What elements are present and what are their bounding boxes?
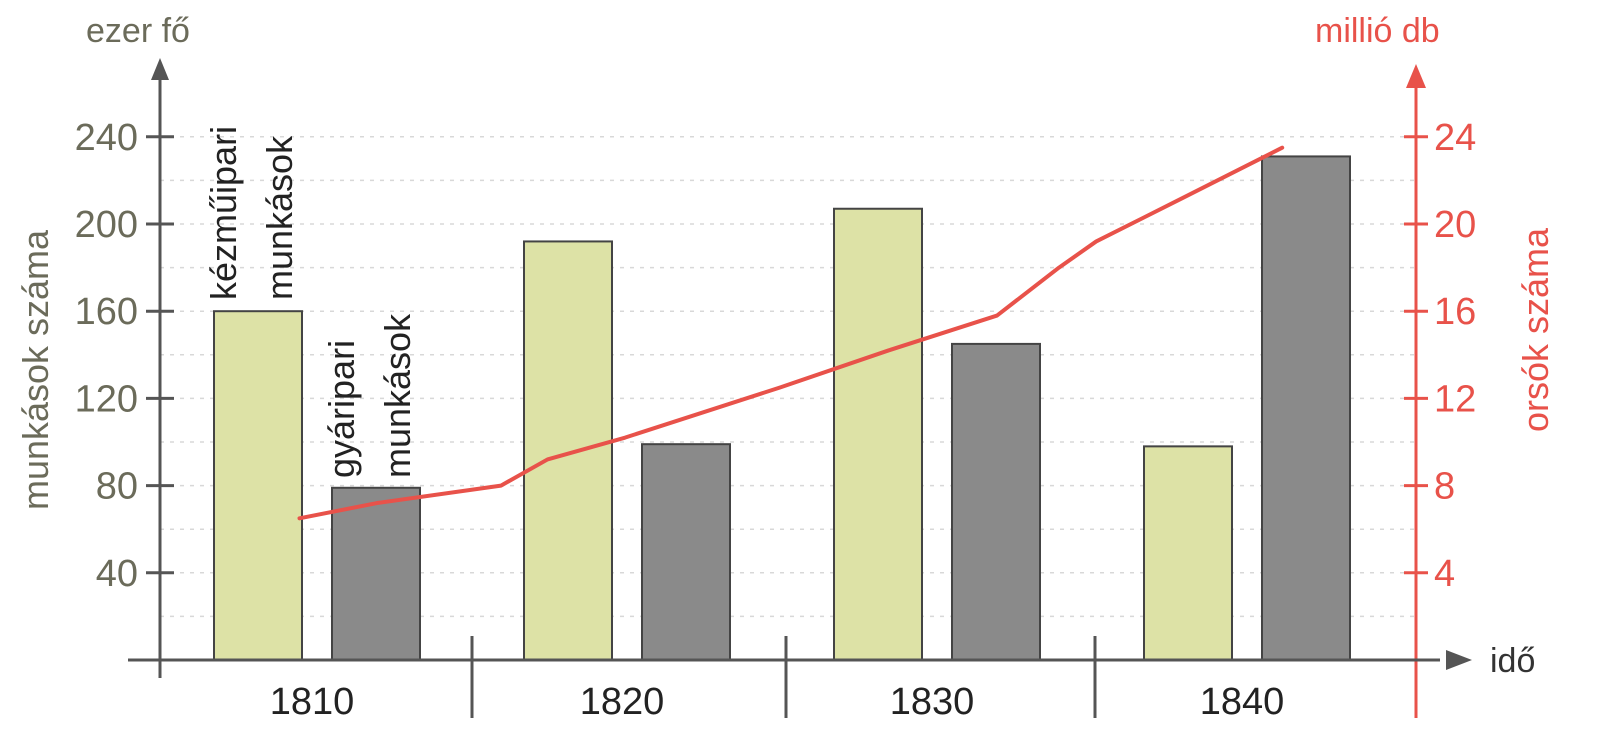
right-ticks: 4 8 12 16 20 24 bbox=[1404, 117, 1476, 595]
right-tick-label: 8 bbox=[1434, 466, 1455, 508]
left-axis-unit: ezer fő bbox=[86, 12, 190, 50]
bar-craft-workers bbox=[523, 240, 613, 661]
x-tick-label: 1830 bbox=[890, 681, 975, 723]
bar-factory-workers bbox=[331, 486, 421, 661]
bar-factory-workers bbox=[951, 342, 1041, 661]
craft-workers-label: kézműipari munkások bbox=[203, 126, 300, 300]
bar-craft-workers bbox=[213, 310, 303, 661]
right-tick-label: 20 bbox=[1434, 204, 1476, 246]
bar-factory-workers bbox=[641, 443, 731, 661]
factory-label-line1: gyáripari bbox=[321, 340, 362, 478]
x-tick-label: 1840 bbox=[1200, 681, 1285, 723]
right-axis-unit: millió db bbox=[1315, 12, 1440, 50]
x-axis-label: idő bbox=[1490, 642, 1535, 680]
left-tick-label: 80 bbox=[96, 466, 138, 508]
left-tick-label: 240 bbox=[75, 117, 138, 159]
x-tick-label: 1810 bbox=[270, 681, 355, 723]
x-axis-arrow bbox=[1446, 650, 1472, 670]
factory-workers-label: gyáripari munkások bbox=[321, 313, 418, 478]
left-axis-title: munkások száma bbox=[15, 229, 56, 510]
right-axis-title: orsók száma bbox=[1515, 227, 1556, 432]
bar-craft-workers bbox=[833, 207, 923, 662]
bar-craft-workers bbox=[1143, 445, 1233, 661]
craft-label-line1: kézműipari bbox=[203, 126, 244, 300]
left-tick-label: 200 bbox=[75, 204, 138, 246]
x-dividers bbox=[470, 636, 1097, 718]
line-series-spindles bbox=[297, 145, 1285, 521]
bars bbox=[213, 155, 1351, 662]
right-tick-label: 4 bbox=[1434, 553, 1455, 595]
left-tick-label: 160 bbox=[75, 291, 138, 333]
right-tick-label: 16 bbox=[1434, 291, 1476, 333]
right-axis-arrow bbox=[1406, 64, 1426, 88]
bar-factory-workers bbox=[1261, 155, 1351, 661]
left-tick-label: 40 bbox=[96, 553, 138, 595]
craft-label-line2: munkások bbox=[259, 135, 300, 300]
x-tick-label: 1820 bbox=[580, 681, 665, 723]
left-tick-label: 120 bbox=[75, 378, 138, 420]
right-tick-label: 24 bbox=[1434, 117, 1476, 159]
left-axis-arrow bbox=[151, 58, 169, 80]
x-labels: 1810 1820 1830 1840 bbox=[270, 681, 1285, 723]
right-tick-label: 12 bbox=[1434, 378, 1476, 420]
left-ticks: 40 80 120 160 200 240 bbox=[75, 117, 174, 595]
factory-label-line2: munkások bbox=[377, 313, 418, 478]
